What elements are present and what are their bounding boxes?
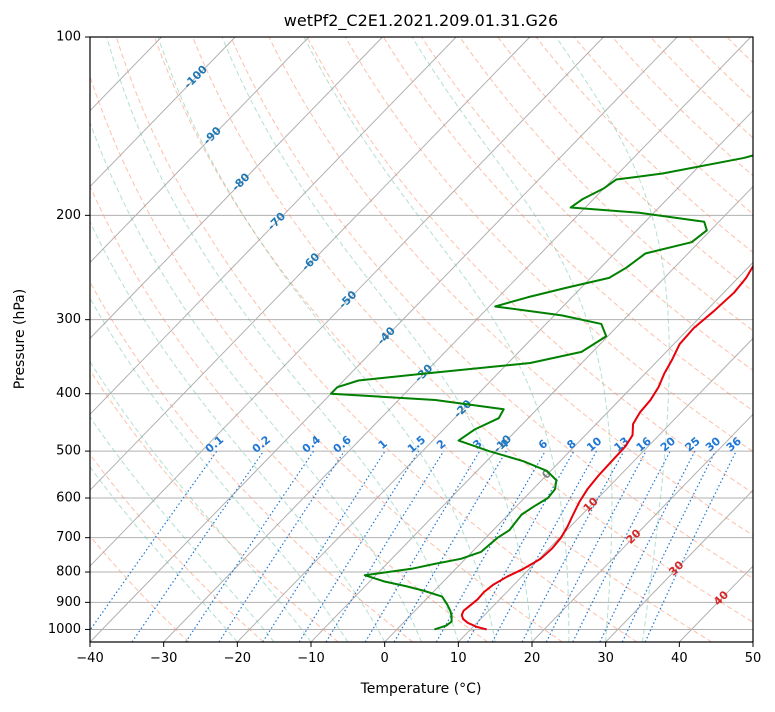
dewpoint-profile [329,154,753,631]
isotherm-line [163,37,752,642]
y-tick-label: 1000 [48,622,81,637]
mixing-ratio-line [131,450,265,642]
x-axis-label: Temperature (°C) [360,681,482,697]
isotherm-line [531,413,753,642]
x-tick-label: 20 [524,651,541,666]
dry-adiabat [230,37,753,579]
moist-adiabat [303,37,570,642]
isotherm-line [90,37,383,340]
moist-adiabat [90,416,275,642]
moist-adiabat [90,121,422,642]
isotherm-line [90,37,531,491]
mixing-ratio-line [466,450,575,642]
x-tick-label: −10 [297,651,324,666]
y-tick-label: 100 [56,30,81,45]
x-tick-label: −30 [150,651,177,666]
y-tick-label: 300 [56,312,81,327]
temperature-profile [460,264,753,631]
x-tick-label: 10 [450,651,467,666]
y-tick-label: 800 [56,565,81,580]
dry-adiabat [535,37,753,254]
dry-adiabat [90,185,488,642]
moist-adiabat [90,360,312,642]
dry-adiabat [383,37,753,412]
moist-adiabat [555,37,670,642]
isotherm-line [90,37,604,567]
isotherm-line [90,37,310,264]
dry-adiabat [573,37,753,215]
moist-adiabat [90,297,349,642]
axes: −40 −30 −20 −10 0 10 20 30 40 50 100 200 300 400 500 60… [48,30,761,667]
isotherm-line [384,261,753,642]
y-tick-label: 200 [56,208,81,223]
moist-adiabat [90,220,386,642]
dry-adiabat [90,74,563,642]
mixing-ratio-line [298,450,420,642]
x-tick-label: 50 [745,651,762,666]
dry-adiabat [90,535,190,642]
y-tick-label: 400 [56,386,81,401]
x-tick-label: −40 [76,651,103,666]
mixing-ratio-line [262,450,386,642]
dry-adiabat [154,37,712,642]
y-tick-label: 700 [56,530,81,545]
plot-frame [89,36,754,643]
isotherm-line [457,337,753,642]
dry-adiabat [421,37,753,371]
mixing-ratio-line [599,450,696,642]
moist-adiabat [411,37,613,642]
moist-adiabat [157,37,496,642]
dry-adiabat [497,37,753,292]
x-tick-label: 0 [381,651,389,666]
y-tick-label: 900 [56,595,81,610]
x-tick-label: 40 [671,651,688,666]
y-axis-label: Pressure (hPa) [12,289,28,389]
mixing-ratio-line [393,450,507,642]
mixing-ratio-line [621,450,716,642]
mixing-ratio-line [435,450,546,642]
moist-adiabat [221,37,533,642]
mixing-ratio-line [521,450,625,642]
moist-adiabat [90,466,238,642]
y-tick-label: 500 [56,444,81,459]
mixing-ratio-line [644,450,737,642]
dry-adiabat [192,37,753,623]
mixing-ratio-line [325,450,445,642]
dry-adiabat [344,37,753,453]
isotherm-line [605,489,753,642]
mixing-ratio-line [491,450,598,642]
isotherm-line [90,37,236,188]
isotherm-line [90,37,457,416]
mixing-ratio-line [364,450,481,642]
x-tick-label: 30 [597,651,614,666]
x-tick-label: −20 [224,651,251,666]
isotherm-line [236,109,753,642]
y-tick-label: 600 [56,491,81,506]
dry-adiabat [611,37,753,177]
chart-title: wetPf2_C2E1.2021.209.01.31.G26 [284,11,558,31]
dry-adiabat [115,37,638,642]
dry-adiabat [90,281,414,642]
mixing-ratio-line [90,450,218,632]
